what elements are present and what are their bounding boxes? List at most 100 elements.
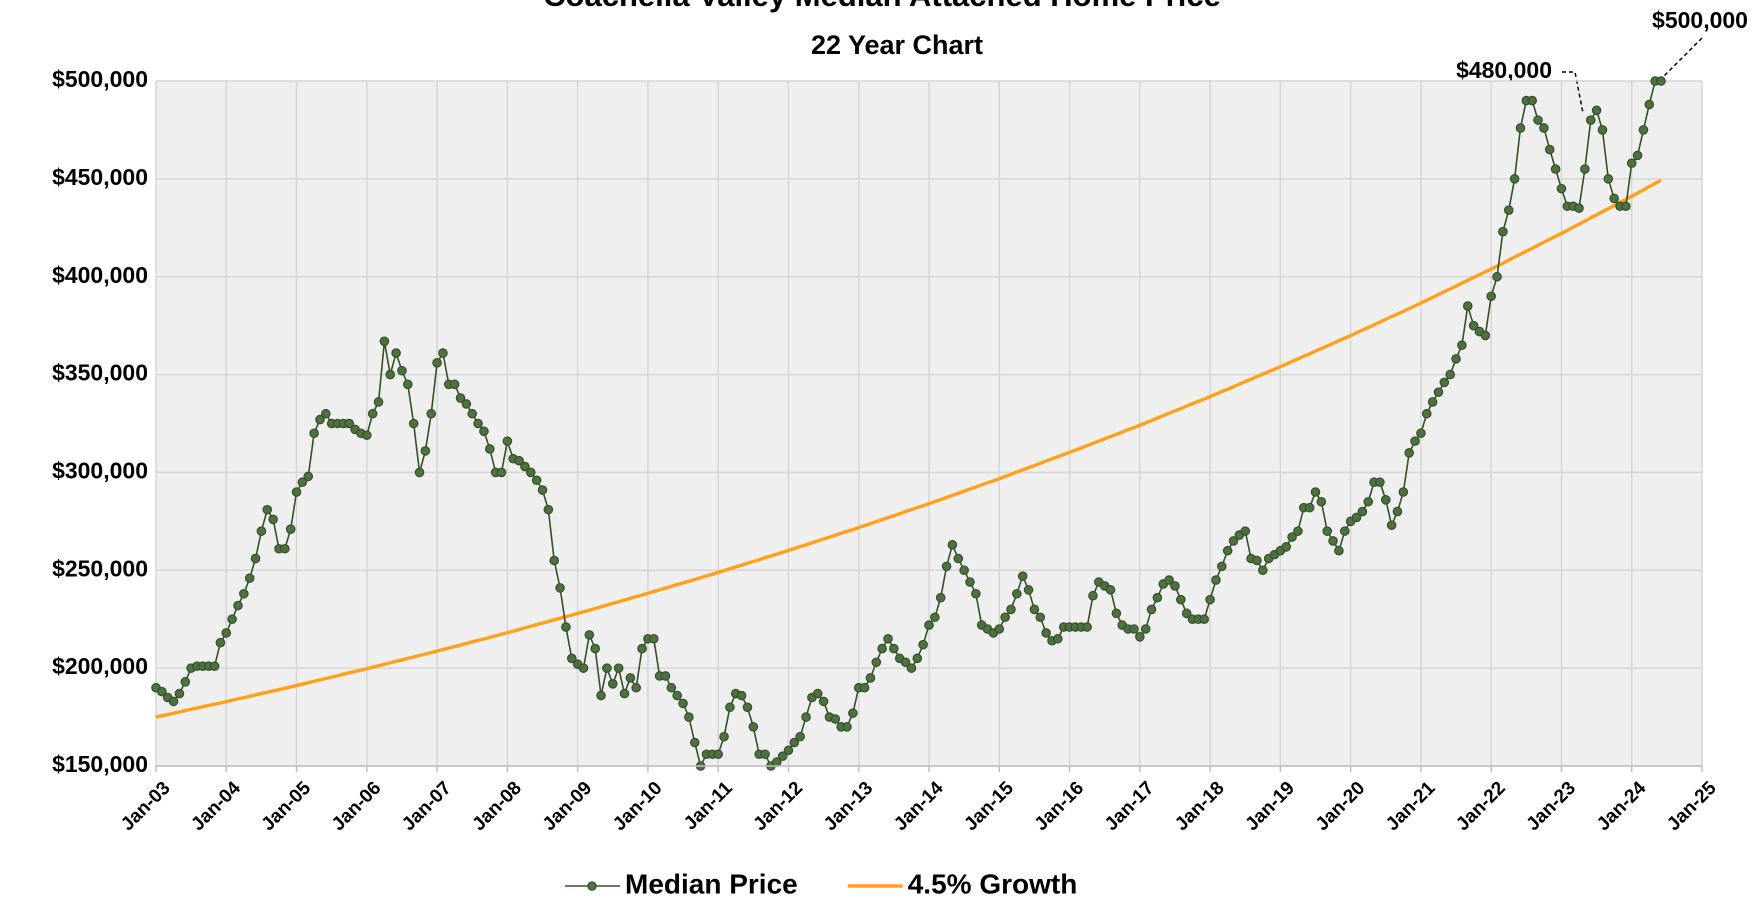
data-point (373, 397, 384, 407)
data-point (619, 688, 630, 699)
data-point (1334, 545, 1344, 556)
y-tick-label: $500,000 (52, 66, 148, 92)
data-point (321, 408, 331, 419)
data-point (1281, 541, 1292, 552)
annotation: $480,000 (1456, 57, 1552, 83)
data-point (848, 708, 858, 718)
chart-subtitle: 22 Year Chart (811, 30, 983, 60)
data-point (1585, 115, 1596, 125)
data-point (315, 414, 325, 425)
data-point (1439, 377, 1450, 388)
data-point (830, 714, 841, 724)
data-point (1386, 520, 1397, 531)
data-point (1363, 496, 1374, 507)
data-point (426, 408, 437, 419)
data-point (1023, 585, 1034, 595)
data-point (1035, 612, 1046, 623)
data-point (566, 653, 577, 664)
data-point (244, 573, 255, 583)
data-point (672, 690, 682, 701)
data-point (1287, 532, 1297, 542)
data-point (362, 430, 372, 441)
data-point (812, 688, 823, 699)
x-tick-label: Jan-24 (1593, 777, 1651, 835)
x-tick-label: Jan-12 (750, 778, 807, 835)
data-point (625, 673, 636, 683)
data-point (291, 487, 302, 497)
data-point (473, 418, 483, 429)
data-point (912, 653, 923, 664)
data-point (1468, 320, 1479, 331)
data-point (748, 722, 759, 732)
data-point (1533, 115, 1543, 125)
data-point (789, 737, 800, 748)
data-point (1550, 164, 1561, 174)
data-point (256, 526, 267, 536)
x-tick-label: Jan-11 (680, 777, 737, 834)
chart-title: Coachella Valley Median Attached Home Pr… (543, 0, 1221, 13)
data-point (1129, 624, 1139, 634)
data-point (215, 637, 226, 648)
data-point (209, 661, 220, 671)
x-tick-label: Jan-08 (469, 778, 526, 835)
x-tick-label: Jan-19 (1242, 778, 1299, 835)
data-point (777, 751, 788, 762)
x-tick-label: Jan-20 (1312, 778, 1369, 835)
data-point (1304, 502, 1315, 513)
data-point (596, 690, 606, 701)
y-tick-label: $300,000 (52, 458, 148, 484)
data-point (1000, 612, 1010, 623)
data-point (1539, 123, 1549, 133)
data-point (719, 731, 729, 742)
data-point (1041, 628, 1051, 638)
data-point (637, 643, 647, 654)
y-tick-label: $200,000 (52, 653, 148, 679)
data-point (613, 663, 624, 673)
data-point (1240, 526, 1251, 536)
data-point (1574, 203, 1584, 214)
data-point (1433, 387, 1444, 397)
data-point (385, 369, 396, 380)
data-point (930, 612, 940, 623)
data-point (725, 702, 735, 713)
data-point (947, 540, 958, 550)
data-point (1544, 144, 1555, 155)
data-point (1421, 408, 1432, 419)
data-point (514, 455, 524, 466)
data-point (883, 633, 893, 644)
data-point (1211, 575, 1221, 585)
data-point (760, 749, 770, 760)
data-point (678, 698, 688, 709)
x-tick-label: Jan-17 (1101, 778, 1158, 835)
annotation: $500,000 (1652, 7, 1748, 33)
data-point (1111, 608, 1122, 619)
data-point (1322, 526, 1333, 536)
data-point (965, 577, 975, 587)
x-tick-label: Jan-18 (1171, 778, 1228, 835)
data-point (455, 393, 466, 403)
data-point (1228, 536, 1239, 546)
x-tick-label: Jan-09 (539, 778, 596, 835)
data-point (1328, 536, 1338, 546)
data-point (1445, 369, 1455, 380)
data-point (549, 555, 560, 566)
data-point (1644, 99, 1655, 110)
data-point (496, 467, 507, 478)
data-point (543, 504, 554, 515)
data-point (344, 418, 355, 429)
data-point (877, 643, 887, 654)
data-point (180, 677, 191, 687)
data-point (1457, 340, 1467, 351)
data-point (297, 477, 308, 488)
data-point (221, 628, 232, 638)
data-point (1609, 193, 1619, 204)
data-point (1451, 354, 1461, 364)
x-tick-label: Jan-10 (609, 778, 666, 835)
y-tick-label: $450,000 (52, 164, 148, 190)
data-point (408, 418, 419, 429)
x-tick-label: Jan-22 (1452, 778, 1509, 835)
data-point (1217, 561, 1227, 572)
data-point (391, 348, 401, 358)
data-point (1503, 205, 1514, 215)
data-point (1486, 291, 1496, 302)
